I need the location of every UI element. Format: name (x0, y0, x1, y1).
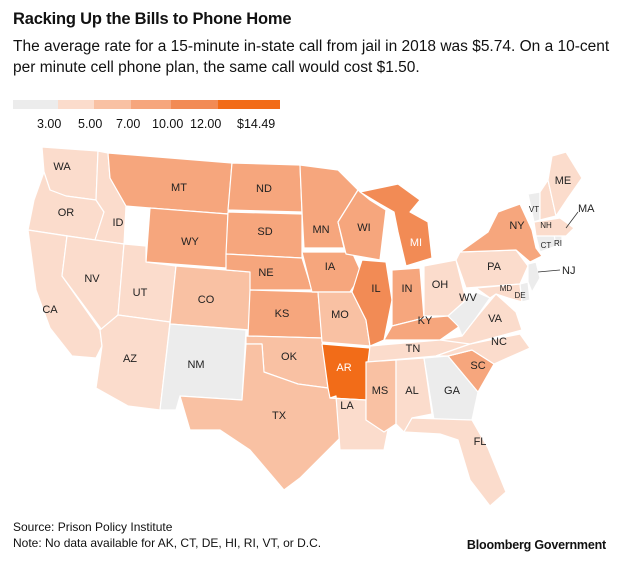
chart-subtitle: The average rate for a 15-minute in-stat… (13, 38, 610, 76)
brand-logo: Bloomberg Government (466, 538, 606, 552)
legend-swatch-1 (13, 100, 58, 109)
label-ma: MA (578, 203, 595, 215)
label-ny: NY (509, 220, 525, 232)
label-az: AZ (123, 353, 137, 365)
state-wi (337, 189, 387, 261)
legend-label-3: 7.00 (116, 117, 141, 131)
state-mi (359, 183, 433, 267)
label-in: IN (402, 283, 413, 295)
label-wa: WA (53, 161, 71, 173)
label-or: OR (58, 207, 75, 219)
state-ma (533, 217, 575, 237)
label-ca: CA (42, 304, 58, 316)
legend-swatch-3 (94, 100, 131, 109)
label-vt: VT (529, 205, 539, 214)
state-me (547, 151, 583, 217)
label-nj: NJ (562, 265, 575, 277)
label-mt: MT (171, 182, 187, 194)
label-wv: WV (459, 292, 477, 304)
legend-swatch-5 (171, 100, 218, 109)
legend-label-4: 10.00 (152, 117, 184, 131)
label-wy: WY (181, 236, 199, 248)
state-nj (527, 261, 541, 293)
legend-label-6: $14.49 (237, 117, 276, 131)
label-al: AL (405, 385, 418, 397)
chart-title: Racking Up the Bills to Phone Home (13, 10, 292, 28)
label-ut: UT (133, 287, 148, 299)
label-ky: KY (418, 315, 433, 327)
state-ms (365, 359, 397, 433)
label-co: CO (198, 294, 215, 306)
label-tn: TN (406, 343, 421, 355)
label-nd: ND (256, 183, 272, 195)
color-legend: 3.00 5.00 7.00 10.00 12.00 $14.49 (13, 100, 283, 140)
label-sc: SC (470, 360, 485, 372)
label-ne: NE (258, 267, 273, 279)
label-ia: IA (325, 261, 336, 273)
state-de (519, 281, 531, 303)
state-fl (403, 417, 507, 507)
label-me: ME (555, 175, 572, 187)
legend-swatch-4 (131, 100, 171, 109)
label-nm: NM (187, 359, 204, 371)
label-tx: TX (272, 410, 287, 422)
leader-line-nj (537, 269, 561, 273)
state-mt (107, 152, 233, 215)
label-mi: MI (410, 237, 422, 249)
legend-swatch-2 (58, 100, 94, 109)
label-la: LA (340, 400, 354, 412)
legend-label-5: 12.00 (190, 117, 222, 131)
label-md: MD (500, 284, 513, 293)
state-tx (179, 343, 341, 491)
legend-label-2: 5.00 (78, 117, 103, 131)
state-wv (447, 291, 491, 337)
label-sd: SD (257, 226, 272, 238)
label-nh: NH (540, 221, 552, 230)
label-oh: OH (432, 279, 449, 291)
label-wi: WI (357, 222, 370, 234)
label-ct: CT (541, 241, 552, 250)
legend-swatch-6 (218, 100, 280, 109)
label-ga: GA (444, 385, 461, 397)
label-nv: NV (84, 273, 100, 285)
label-ms: MS (372, 385, 389, 397)
label-ri: RI (554, 239, 562, 248)
state-il (351, 259, 393, 347)
label-pa: PA (487, 261, 502, 273)
label-ar: AR (336, 362, 351, 374)
label-ok: OK (281, 351, 298, 363)
label-mn: MN (312, 224, 329, 236)
label-va: VA (488, 313, 503, 325)
legend-label-1: 3.00 (37, 117, 62, 131)
label-il: IL (371, 283, 380, 295)
state-ny (459, 203, 543, 263)
leader-line-ma (565, 211, 579, 229)
label-ks: KS (275, 308, 290, 320)
source-note: Source: Prison Policy Institute (13, 520, 173, 534)
label-de: DE (514, 291, 525, 300)
label-mo: MO (331, 309, 349, 321)
label-fl: FL (474, 436, 487, 448)
data-note: Note: No data available for AK, CT, DE, … (13, 536, 322, 550)
label-nc: NC (491, 336, 507, 348)
label-id: ID (113, 217, 124, 229)
